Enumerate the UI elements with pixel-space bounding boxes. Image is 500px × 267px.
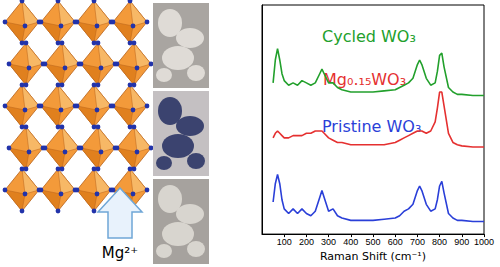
svg-text:800: 800: [432, 237, 447, 247]
svg-text:700: 700: [410, 237, 425, 247]
svg-text:Pristine WO₃: Pristine WO₃: [322, 117, 421, 136]
svg-text:Mg²⁺: Mg²⁺: [102, 244, 138, 262]
svg-text:Cycled WO₃: Cycled WO₃: [322, 27, 416, 46]
svg-text:Mg₀.₁₅WO₃: Mg₀.₁₅WO₃: [323, 69, 407, 89]
svg-text:200: 200: [299, 237, 314, 247]
svg-text:1000: 1000: [474, 237, 494, 247]
svg-text:900: 900: [454, 237, 469, 247]
svg-text:100: 100: [277, 237, 292, 247]
svg-text:500: 500: [365, 237, 380, 247]
svg-text:300: 300: [321, 237, 336, 247]
svg-text:600: 600: [388, 237, 403, 247]
svg-text:400: 400: [343, 237, 358, 247]
svg-text:Raman Shift (cm⁻¹): Raman Shift (cm⁻¹): [320, 250, 426, 263]
